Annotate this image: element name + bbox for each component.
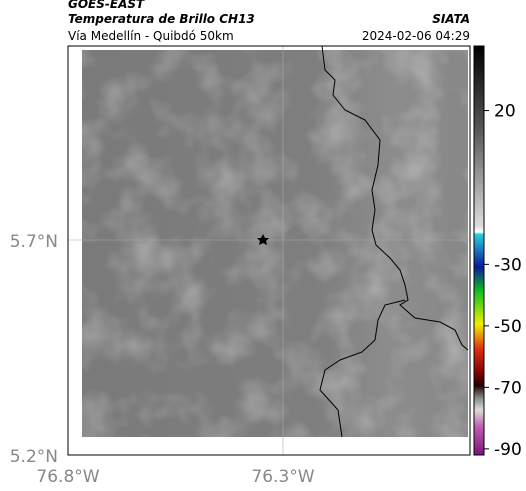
border-line	[319, 299, 406, 438]
datetime: 2024-02-06 04:29	[362, 29, 470, 43]
location: Vía Medellín - Quibdó 50km	[68, 29, 234, 43]
title: GOES-EAST	[68, 0, 145, 11]
lat-label: 5.2°N	[10, 447, 58, 467]
colorbar-tick-label: -70	[494, 378, 522, 398]
lat-label: 5.7°N	[10, 232, 58, 252]
colorbar-tick-label: -30	[494, 255, 522, 275]
location-marker	[257, 234, 269, 245]
subtitle: Temperatura de Brillo CH13	[68, 12, 255, 26]
border-line	[321, 45, 469, 351]
lon-label: 76.3°W	[251, 467, 314, 487]
colorbar	[473, 45, 485, 456]
cloud-shade	[82, 50, 468, 437]
map-frame	[67, 45, 471, 456]
source: SIATA	[432, 12, 470, 26]
colorbar-tick-label: -50	[494, 317, 522, 337]
colorbar-tick-label: -90	[494, 440, 522, 460]
colorbar-tick-label: 20	[494, 102, 516, 122]
lon-label: 76.8°W	[36, 467, 99, 487]
